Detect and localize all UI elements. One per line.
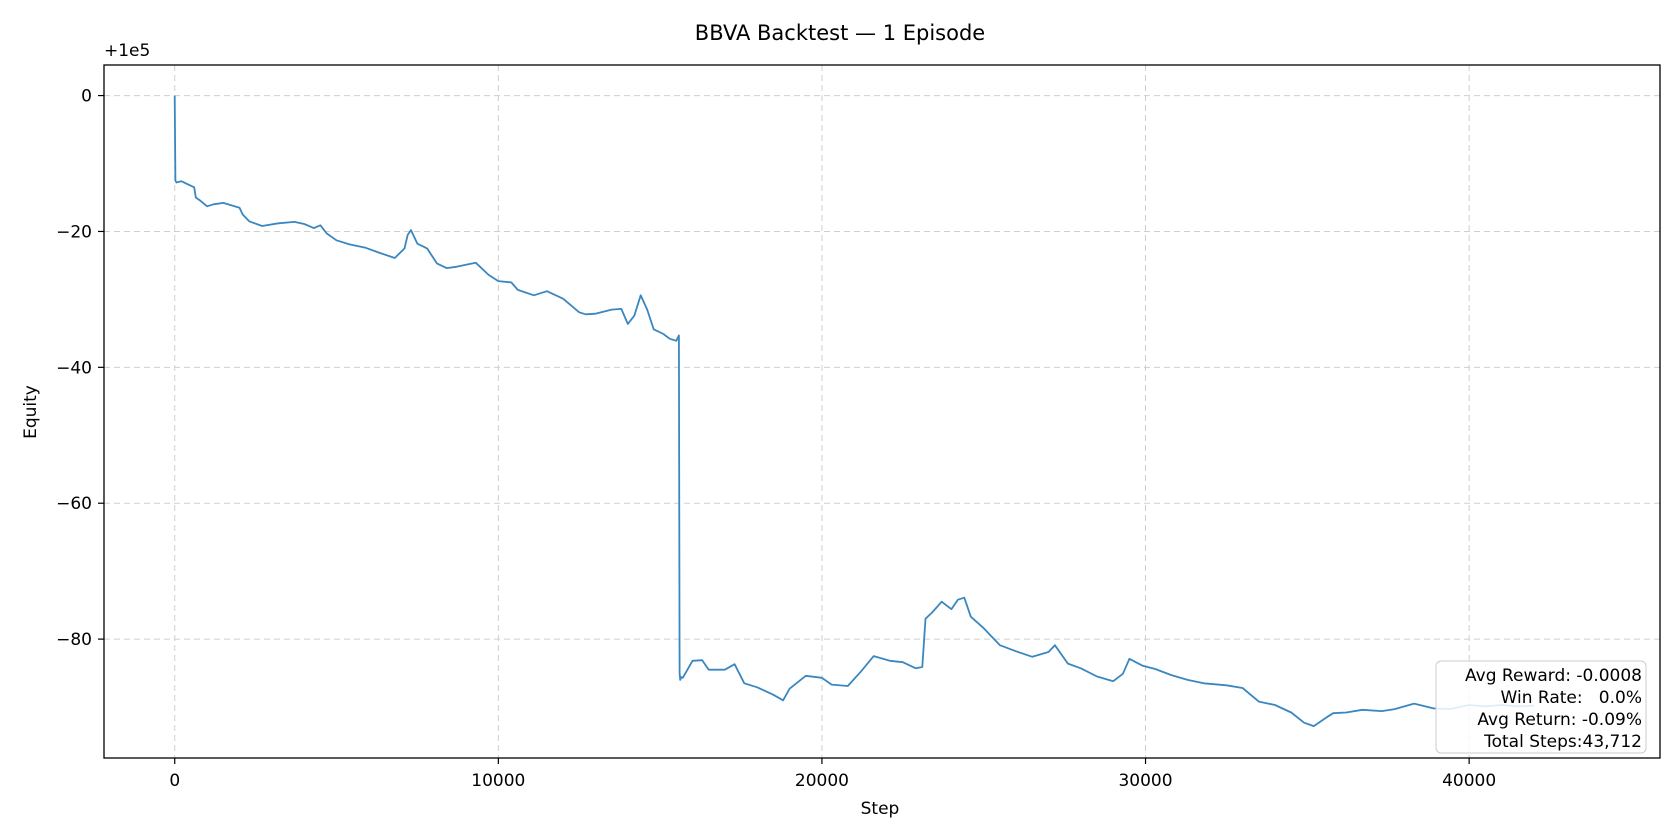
grid [104,65,1660,758]
x-tick-label: 30000 [1118,771,1172,791]
x-tick-label: 40000 [1442,771,1496,791]
stat-avg-reward: Avg Reward: -0.0008 [1465,666,1642,686]
stat-total-steps: Total Steps:43,712 [1483,732,1642,752]
y-tick-label: −60 [56,494,92,514]
y-offset-label: +1e5 [104,41,150,61]
y-tick-label: −20 [56,222,92,242]
x-tick-label: 20000 [795,771,849,791]
y-tick-label: −80 [56,630,92,650]
stats-box: Avg Reward: -0.0008 Win Rate: 0.0% Avg R… [1435,660,1647,754]
stat-win-rate: Win Rate: 0.0% [1501,688,1642,708]
chart-title: BBVA Backtest — 1 Episode [695,21,985,45]
plot-frame [103,64,1661,759]
stats-box-frame [1435,660,1647,754]
axis-ticks: 0 10000 20000 30000 40000 0 −20 −40 −60 −80 [56,87,1496,791]
plot-area [173,95,1534,727]
x-tick-label: 0 [169,771,180,791]
x-axis-label: Step [861,799,900,819]
equity-line [173,95,1534,727]
y-axis-label: Equity [21,385,41,439]
x-tick-label: 10000 [471,771,525,791]
y-tick-label: 0 [81,87,92,107]
y-tick-label: −40 [56,358,92,378]
stat-avg-return: Avg Return: -0.09% [1477,710,1642,730]
